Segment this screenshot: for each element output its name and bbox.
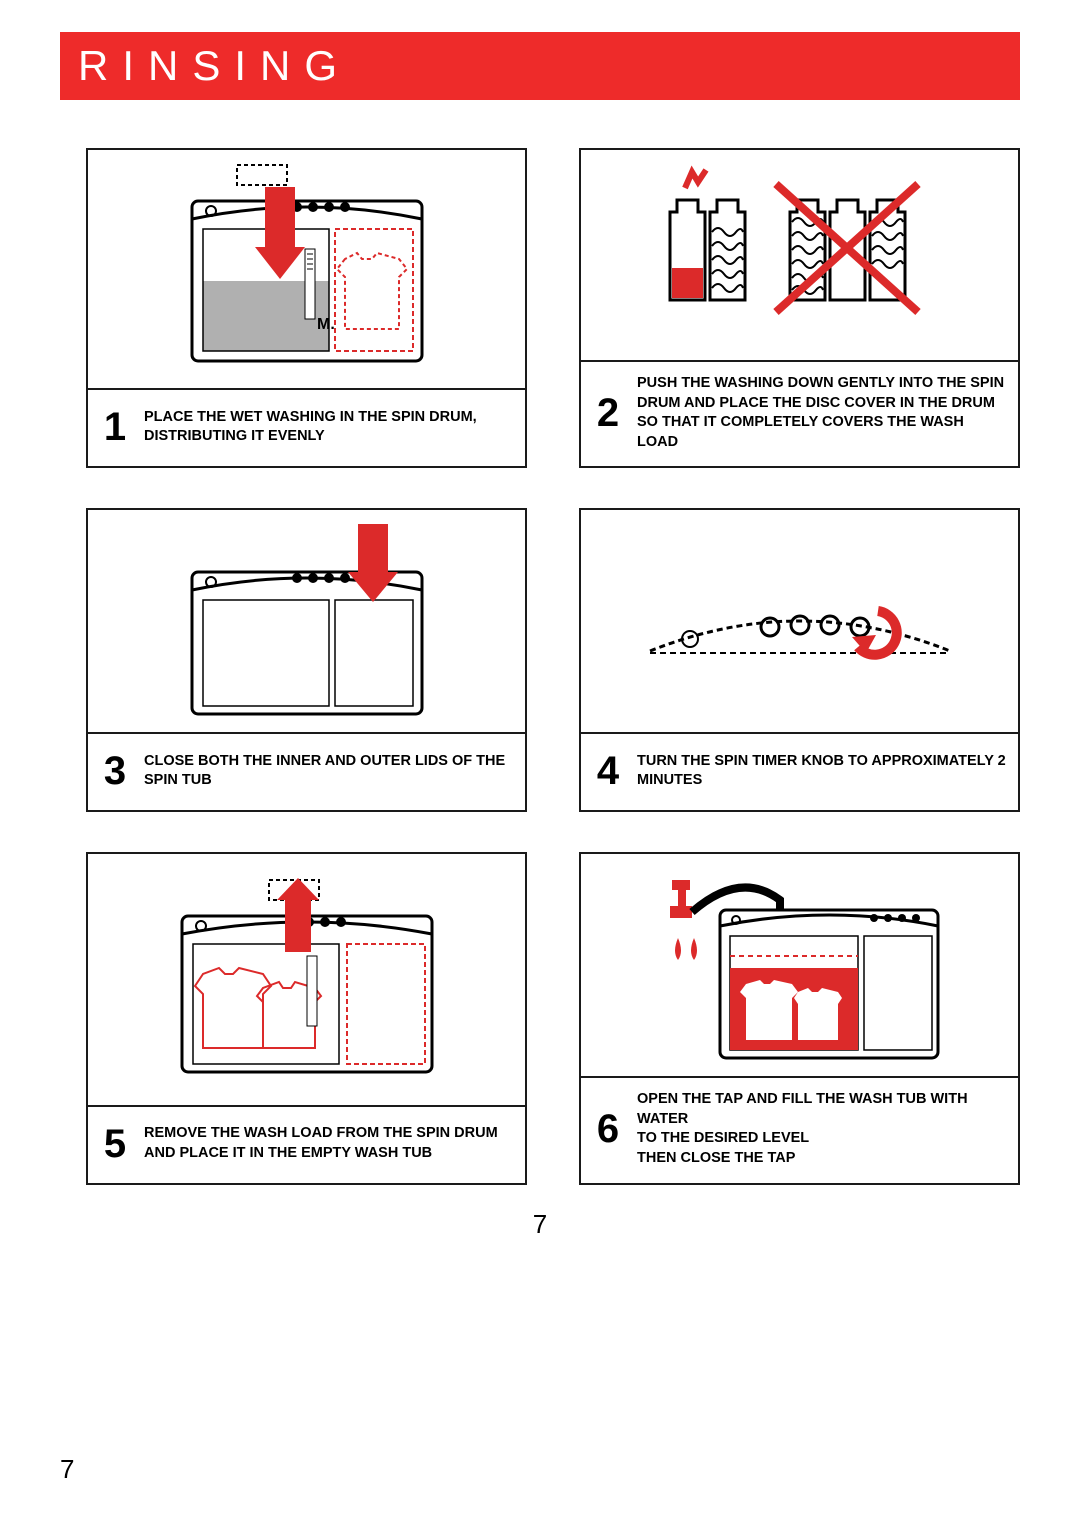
step-number: 4 bbox=[591, 751, 625, 791]
step-3-illustration bbox=[88, 510, 525, 732]
step-number: 2 bbox=[591, 393, 625, 433]
step-number: 3 bbox=[98, 751, 132, 791]
step-1-illustration: M. bbox=[88, 150, 525, 388]
step-2-illustration bbox=[581, 150, 1018, 360]
step-4-caption: 4 TURN THE SPIN TIMER KNOB TO APPROXIMAT… bbox=[581, 732, 1018, 810]
step-text: PUSH THE WASHING DOWN GENTLY INTO THE SP… bbox=[637, 374, 1008, 452]
step-number: 5 bbox=[98, 1124, 132, 1164]
step-text: PLACE THE WET WASHING IN THE SPIN DRUM, … bbox=[144, 408, 515, 447]
step-5-illustration bbox=[88, 854, 525, 1104]
step-text: REMOVE THE WASH LOAD FROM THE SPIN DRUM … bbox=[144, 1124, 515, 1163]
step-5: 5 REMOVE THE WASH LOAD FROM THE SPIN DRU… bbox=[86, 852, 527, 1184]
step-4: 4 TURN THE SPIN TIMER KNOB TO APPROXIMAT… bbox=[579, 508, 1020, 812]
step-3-caption: 3 CLOSE BOTH THE INNER AND OUTER LIDS OF… bbox=[88, 732, 525, 810]
page-number-center: 7 bbox=[60, 1209, 1020, 1240]
step-3: 3 CLOSE BOTH THE INNER AND OUTER LIDS OF… bbox=[86, 508, 527, 812]
step-number: 1 bbox=[98, 407, 132, 447]
svg-text:M.: M. bbox=[317, 316, 335, 333]
step-6-caption: 6 OPEN THE TAP AND FILL THE WASH TUB WIT… bbox=[581, 1076, 1018, 1182]
page-title: RINSING bbox=[78, 42, 1002, 90]
page-header: RINSING bbox=[60, 32, 1020, 100]
step-text: CLOSE BOTH THE INNER AND OUTER LIDS OF T… bbox=[144, 752, 515, 791]
step-6: 6 OPEN THE TAP AND FILL THE WASH TUB WIT… bbox=[579, 852, 1020, 1184]
step-text: TURN THE SPIN TIMER KNOB TO APPROXIMATEL… bbox=[637, 752, 1008, 791]
step-1-caption: 1 PLACE THE WET WASHING IN THE SPIN DRUM… bbox=[88, 388, 525, 466]
step-text: OPEN THE TAP AND FILL THE WASH TUB WITH … bbox=[637, 1090, 1008, 1168]
steps-grid: M. 1 PLACE THE WET WASHING IN THE SPIN D… bbox=[60, 148, 1020, 1185]
step-1: M. 1 PLACE THE WET WASHING IN THE SPIN D… bbox=[86, 148, 527, 468]
step-6-illustration bbox=[581, 854, 1018, 1076]
step-5-caption: 5 REMOVE THE WASH LOAD FROM THE SPIN DRU… bbox=[88, 1105, 525, 1183]
step-2-caption: 2 PUSH THE WASHING DOWN GENTLY INTO THE … bbox=[581, 360, 1018, 466]
step-4-illustration bbox=[581, 510, 1018, 732]
page-number-corner: 7 bbox=[60, 1454, 74, 1485]
step-number: 6 bbox=[591, 1109, 625, 1149]
step-2: 2 PUSH THE WASHING DOWN GENTLY INTO THE … bbox=[579, 148, 1020, 468]
